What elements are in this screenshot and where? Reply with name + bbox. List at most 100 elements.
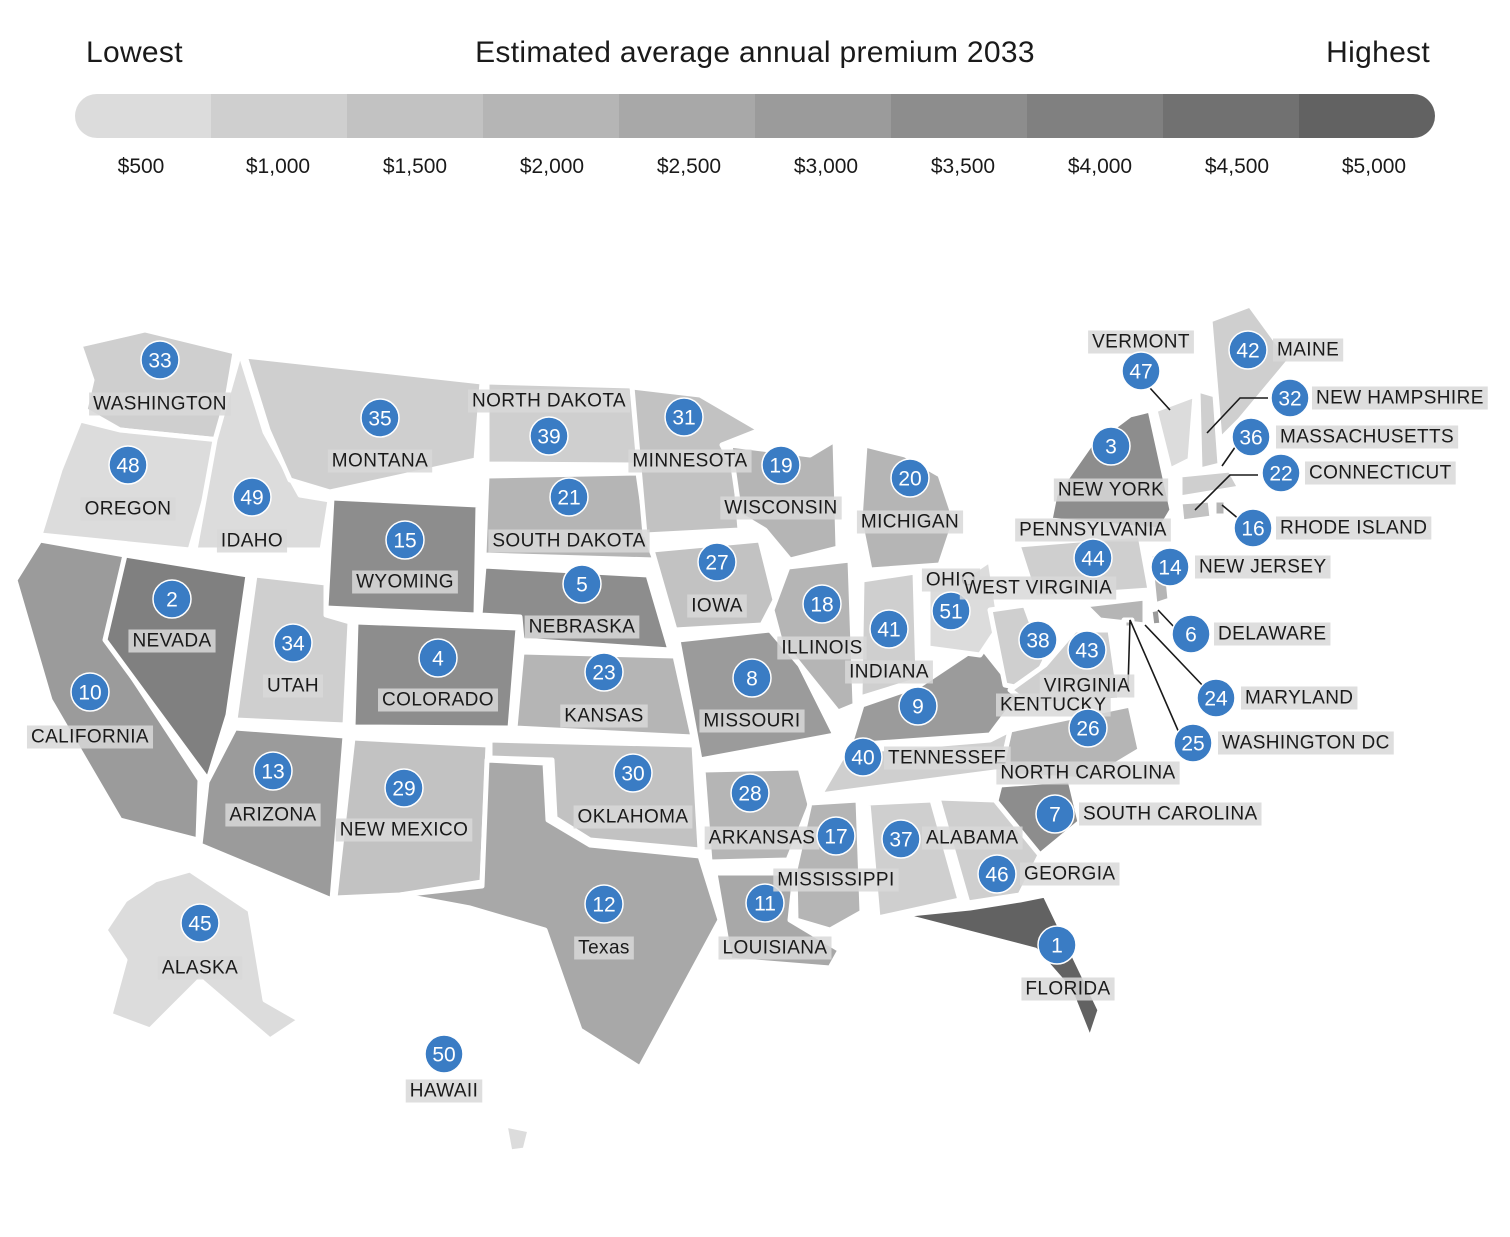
rank-number-washington: 33 <box>148 350 171 373</box>
state-label-bg <box>488 529 650 553</box>
state-label-bg <box>1195 555 1331 579</box>
state-label-new-mexico: NEW MEXICO <box>340 820 469 841</box>
state-label-bg <box>524 615 640 639</box>
rank-marker-rhode-island <box>1233 508 1273 548</box>
state-new-mexico <box>332 735 491 901</box>
state-label-arkansas: ARKANSAS <box>709 828 816 849</box>
rank-marker-louisiana <box>745 883 785 923</box>
state-label-bg <box>628 449 752 473</box>
state-label-bg <box>574 936 634 960</box>
state-label-new-jersey: NEW JERSEY <box>1199 557 1327 578</box>
state-label-indiana: INDIANA <box>849 662 929 683</box>
rank-number-illinois: 18 <box>810 594 833 617</box>
state-label-bg <box>1039 674 1135 698</box>
state-label-arizona: ARIZONA <box>229 805 316 826</box>
state-label-bg <box>352 570 458 594</box>
scale-segment-8 <box>1027 94 1163 138</box>
rank-marker-washington <box>140 340 180 380</box>
state-label-bg <box>157 956 243 980</box>
state-label-bg <box>573 805 693 829</box>
state-label-bg <box>1273 338 1344 362</box>
state-label-pennsylvania: PENNSYLVANIA <box>1019 520 1167 541</box>
rank-number-maryland: 24 <box>1204 688 1228 711</box>
rank-number-north-dakota: 39 <box>537 426 560 449</box>
scale-segment-2 <box>211 94 347 138</box>
state-label-bg <box>1218 731 1394 755</box>
rank-number-louisiana: 11 <box>754 893 776 916</box>
legend-high-label: Highest <box>1326 36 1430 69</box>
state-label-colorado: COLORADO <box>382 690 494 711</box>
state-label-nebraska: NEBRASKA <box>529 617 636 638</box>
rank-number-arkansas: 28 <box>738 783 761 806</box>
rank-marker-minnesota <box>664 397 704 437</box>
rank-marker-maine <box>1228 330 1268 370</box>
rank-number-new-york: 3 <box>1105 436 1117 459</box>
rank-number-south-dakota: 21 <box>557 487 580 510</box>
state-alaska <box>102 867 303 1043</box>
rank-marker-arizona <box>253 751 293 791</box>
state-label-bg <box>922 826 1023 850</box>
rank-marker-west-virginia <box>1018 620 1058 660</box>
rank-marker-pennsylvania <box>1073 538 1113 578</box>
rank-marker-iowa <box>697 542 737 582</box>
rank-marker-new-mexico <box>384 768 424 808</box>
rank-marker-hawaii <box>424 1034 464 1074</box>
rank-number-delaware: 6 <box>1185 624 1197 647</box>
rank-number-vermont: 47 <box>1129 361 1152 384</box>
state-label-bg <box>996 761 1180 785</box>
state-label-alabama: ALABAMA <box>926 828 1019 849</box>
scale-tick-label: $500 <box>117 155 165 178</box>
state-label-bg <box>225 803 321 827</box>
state-label-hawaii: HAWAII <box>410 1081 479 1102</box>
state-label-bg <box>1053 478 1169 502</box>
state-label-utah: UTAH <box>267 676 319 697</box>
rank-number-new-jersey: 14 <box>1158 557 1182 580</box>
rank-number-oregon: 48 <box>116 455 139 478</box>
scale-segment-4 <box>483 94 619 138</box>
scale-segment-5 <box>619 94 755 138</box>
scale-tick-label: $1,500 <box>382 155 448 178</box>
state-label-rhode-island: RHODE ISLAND <box>1280 518 1427 539</box>
rank-number-tennessee: 40 <box>851 747 874 770</box>
rank-marker-north-carolina <box>1068 708 1108 748</box>
state-label-bg <box>720 496 842 520</box>
rank-marker-connecticut <box>1261 453 1301 493</box>
rank-number-michigan: 20 <box>898 468 921 491</box>
rank-marker-mississippi <box>816 816 856 856</box>
rank-number-missouri: 8 <box>746 668 758 691</box>
rank-number-new-hampshire: 32 <box>1278 388 1301 411</box>
state-label-bg <box>856 510 964 534</box>
state-label-bg <box>884 746 1011 770</box>
state-label-oklahoma: OKLAHOMA <box>578 807 689 828</box>
color-scale-bar <box>75 94 1435 138</box>
state-label-bg <box>1312 386 1488 410</box>
state-label-west-virginia: WEST VIRGINIA <box>964 578 1112 599</box>
rank-marker-washington-dc <box>1173 723 1213 763</box>
state-label-north-carolina: NORTH CAROLINA <box>1000 763 1175 784</box>
rank-number-nevada: 2 <box>166 589 178 612</box>
state-label-north-dakota: NORTH DAKOTA <box>472 391 626 412</box>
rank-number-south-carolina: 7 <box>1049 804 1061 827</box>
rank-number-alabama: 37 <box>889 829 912 852</box>
state-label-vermont: VERMONT <box>1092 332 1190 353</box>
rank-number-minnesota: 31 <box>672 407 695 430</box>
rank-number-florida: 1 <box>1051 935 1063 958</box>
rank-marker-nebraska <box>562 564 602 604</box>
state-label-nevada: NEVADA <box>132 631 211 652</box>
state-kansas <box>512 649 696 740</box>
rank-number-connecticut: 22 <box>1269 463 1292 486</box>
rank-marker-north-dakota <box>529 416 569 456</box>
leader-line-connecticut <box>1194 474 1258 511</box>
scale-tick-label: $5,000 <box>1341 155 1407 178</box>
state-label-minnesota: MINNESOTA <box>632 451 747 472</box>
state-label-south-carolina: SOUTH CAROLINA <box>1083 804 1258 825</box>
rank-number-california: 10 <box>78 682 101 705</box>
rank-marker-vermont <box>1121 351 1161 391</box>
rank-number-arizona: 13 <box>261 761 284 784</box>
leader-line-delaware <box>1157 609 1176 629</box>
state-label-bg <box>1305 461 1456 485</box>
state-label-bg <box>405 1079 483 1103</box>
state-label-bg <box>1214 622 1331 646</box>
rank-marker-alaska <box>180 903 220 943</box>
rank-number-alaska: 45 <box>188 913 211 936</box>
